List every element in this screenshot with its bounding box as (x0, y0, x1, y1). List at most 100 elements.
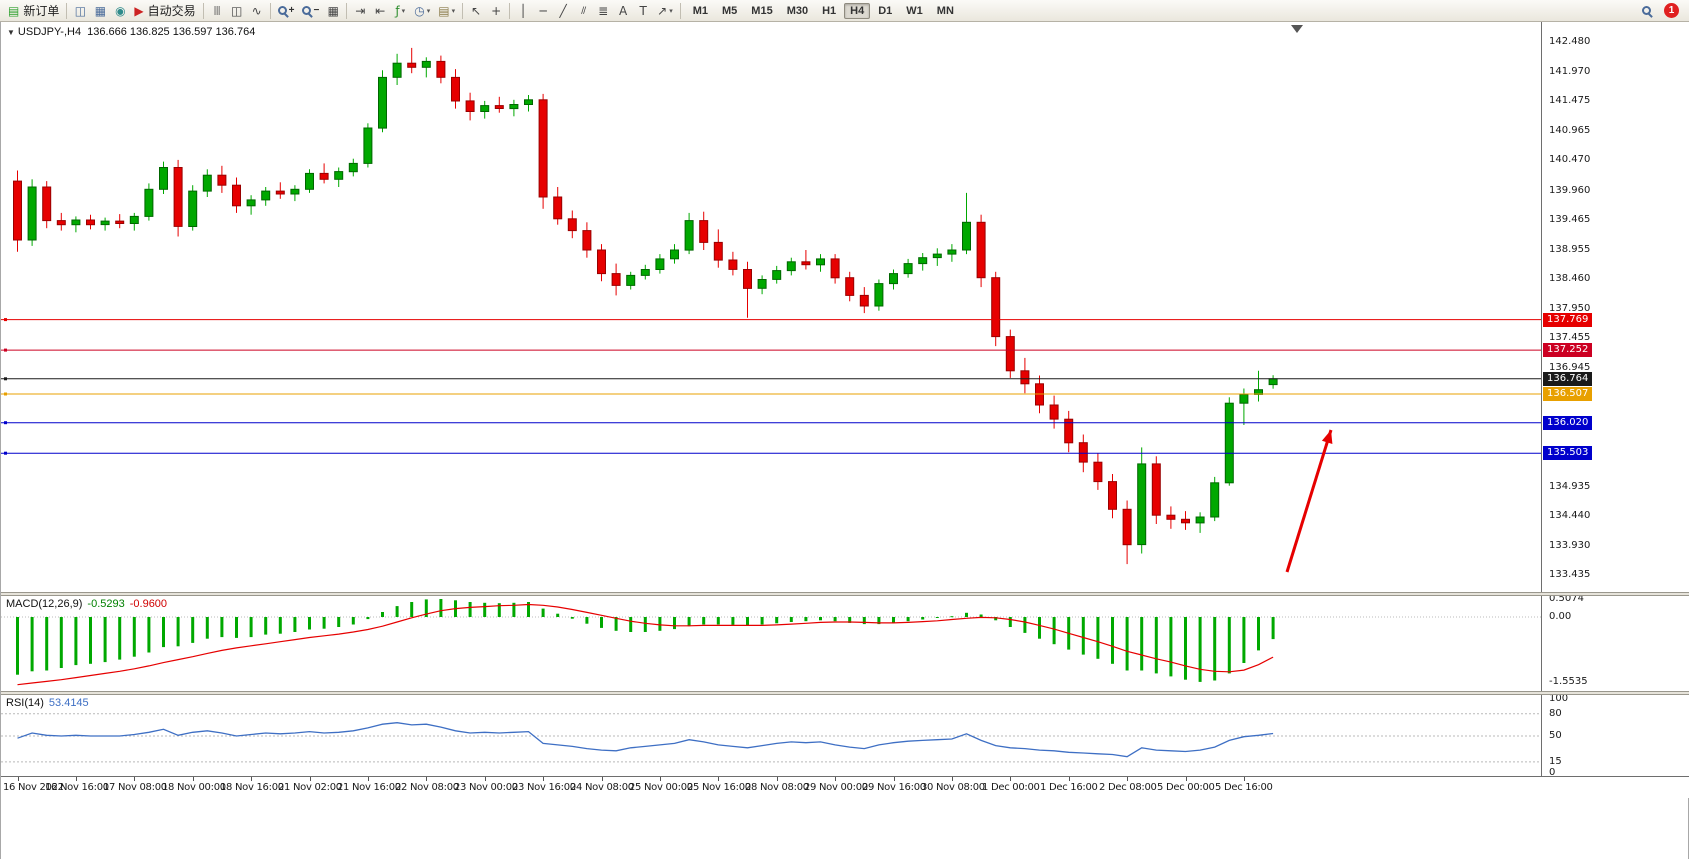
crosshair-button[interactable]: + (486, 1, 506, 20)
macd-bar (1257, 617, 1260, 651)
candle (786, 261, 796, 272)
vertical-line-icon: │ (519, 3, 527, 18)
text-button[interactable]: A (613, 1, 633, 20)
chart-shift-marker-icon[interactable] (1291, 25, 1303, 33)
candle (246, 199, 256, 207)
trendline-button[interactable]: ╱ (553, 1, 573, 20)
candle (100, 220, 110, 226)
collapse-triangle-icon[interactable]: ▼ (7, 28, 15, 37)
toolbar-separator (679, 2, 681, 19)
macd-chart-canvas[interactable] (1, 596, 1541, 691)
chart-shift-button[interactable]: ⇤ (370, 1, 390, 20)
pane-splitter-macd[interactable] (1, 592, 1689, 596)
fibonacci-button[interactable]: ≣ (593, 1, 613, 20)
rsi-value: 53.4145 (48, 697, 89, 709)
line-anchor (4, 421, 7, 425)
cursor-button[interactable]: ↖ (466, 1, 486, 20)
horizontal-line-button[interactable]: ─ (533, 1, 553, 20)
candle (56, 220, 66, 226)
timeframe-m15-button[interactable]: M15 (751, 4, 773, 17)
timeframe-mn-button[interactable]: MN (936, 4, 954, 17)
candlestick-chart-icon: ◫ (230, 3, 243, 18)
main-chart-pane: ▼ USDJPY-,H4 136.666 136.825 136.597 136.7… (1, 22, 1689, 592)
macd-axis-label: 0.00 (1549, 611, 1572, 622)
timeframe-w1-button[interactable]: W1 (906, 4, 923, 17)
candle (1210, 482, 1220, 518)
candlestick-chart-button[interactable]: ◫ (227, 1, 247, 20)
price-axis-label: 137.950 (1549, 303, 1591, 314)
channel-button[interactable]: ∕∕ (573, 1, 593, 20)
macd-bar (1227, 617, 1231, 674)
timeframe-m1-button[interactable]: M1 (692, 4, 709, 17)
macd-bar (1242, 617, 1246, 663)
main-chart-canvas[interactable] (1, 22, 1541, 592)
line-chart-button[interactable]: ∿ (247, 1, 267, 20)
chart-window-button[interactable]: ◫ (70, 1, 90, 20)
candle (436, 60, 446, 78)
arrow-annotation[interactable] (1285, 429, 1333, 573)
rsi-chart-canvas[interactable] (1, 695, 1541, 776)
time-axis-label: 24 Nov 08:00 (570, 782, 634, 793)
time-axis[interactable]: 16 Nov 2022 16 Nov 16:00 17 Nov 08:00 18 No… (1, 776, 1689, 798)
price-axis[interactable]: 142.480 141.970 141.475 140.965 140.470 139.9… (1541, 22, 1689, 778)
timeframe-m30-button[interactable]: M30 (786, 4, 809, 17)
timeframe-h4-button[interactable]: H4 (844, 2, 871, 19)
candle (757, 279, 767, 289)
periods-icon: ◷ (414, 3, 425, 18)
templates-button[interactable]: ▤ ▾ (434, 1, 459, 20)
bar-chart-button[interactable]: ||| (207, 1, 227, 20)
time-axis-label: 5 Dec 16:00 (1215, 782, 1273, 793)
macd-bar (570, 617, 574, 619)
macd-bar (103, 617, 107, 663)
time-axis-label: 25 Nov 16:00 (687, 782, 751, 793)
refresh-button[interactable]: ◉ (110, 1, 130, 20)
periods-button[interactable]: ◷ ▾ (410, 1, 434, 20)
pane-splitter-rsi[interactable] (1, 691, 1689, 695)
zoom-in-button[interactable]: + (274, 1, 299, 20)
timeframe-d1-button[interactable]: D1 (878, 4, 893, 17)
text-label-button[interactable]: T (633, 1, 653, 20)
candle (524, 99, 533, 106)
candle (1151, 463, 1161, 516)
notification-badge[interactable]: 1 (1664, 3, 1679, 18)
candle (816, 258, 825, 266)
macd-bar (1023, 617, 1027, 633)
candle (567, 218, 577, 232)
time-axis-label: 23 Nov 16:00 (512, 782, 576, 793)
macd-bar (16, 617, 19, 675)
toolbar-separator (346, 2, 348, 19)
macd-bar (147, 617, 151, 653)
ohlc-values: 136.666 136.825 136.597 136.764 (87, 26, 256, 38)
timeframe-m5-button[interactable]: M5 (722, 4, 738, 17)
new-order-button[interactable]: ▤ 新订单 (4, 1, 63, 20)
profile-button[interactable]: ▦ (90, 1, 110, 20)
time-tick (777, 777, 778, 781)
auto-scroll-button[interactable]: ⇥ (350, 1, 370, 20)
vertical-line-button[interactable]: │ (513, 1, 533, 20)
symbol-text: USDJPY-,H4 (17, 26, 82, 38)
macd-bar (1008, 617, 1012, 627)
search-button[interactable] (1636, 1, 1656, 20)
auto-trading-button[interactable]: ▶ 自动交易 (130, 1, 199, 20)
time-axis-label: 29 Nov 16:00 (862, 782, 926, 793)
time-tick (76, 777, 77, 781)
time-tick (894, 777, 895, 781)
timeframe-h1-button[interactable]: H1 (822, 4, 837, 17)
candle (144, 188, 154, 217)
toolbar-separator (66, 2, 68, 19)
macd-bar (600, 617, 603, 628)
time-tick (1244, 777, 1245, 781)
macd-bar (59, 617, 63, 668)
macd-bar (1096, 617, 1100, 659)
tile-windows-button[interactable]: ▦ (323, 1, 343, 20)
macd-bar (30, 617, 34, 672)
candle (947, 249, 957, 255)
candle (451, 76, 460, 102)
price-axis-label: 138.955 (1549, 244, 1591, 255)
macd-bar (512, 602, 516, 617)
horizontal-line-icon: ─ (539, 3, 547, 18)
arrows-button[interactable]: ↗ ▾ (653, 1, 677, 20)
zoom-out-button[interactable]: − (298, 1, 323, 20)
indicators-button[interactable]: ƒ ▾ (390, 1, 410, 20)
channel-icon: ∕∕ (581, 5, 586, 16)
